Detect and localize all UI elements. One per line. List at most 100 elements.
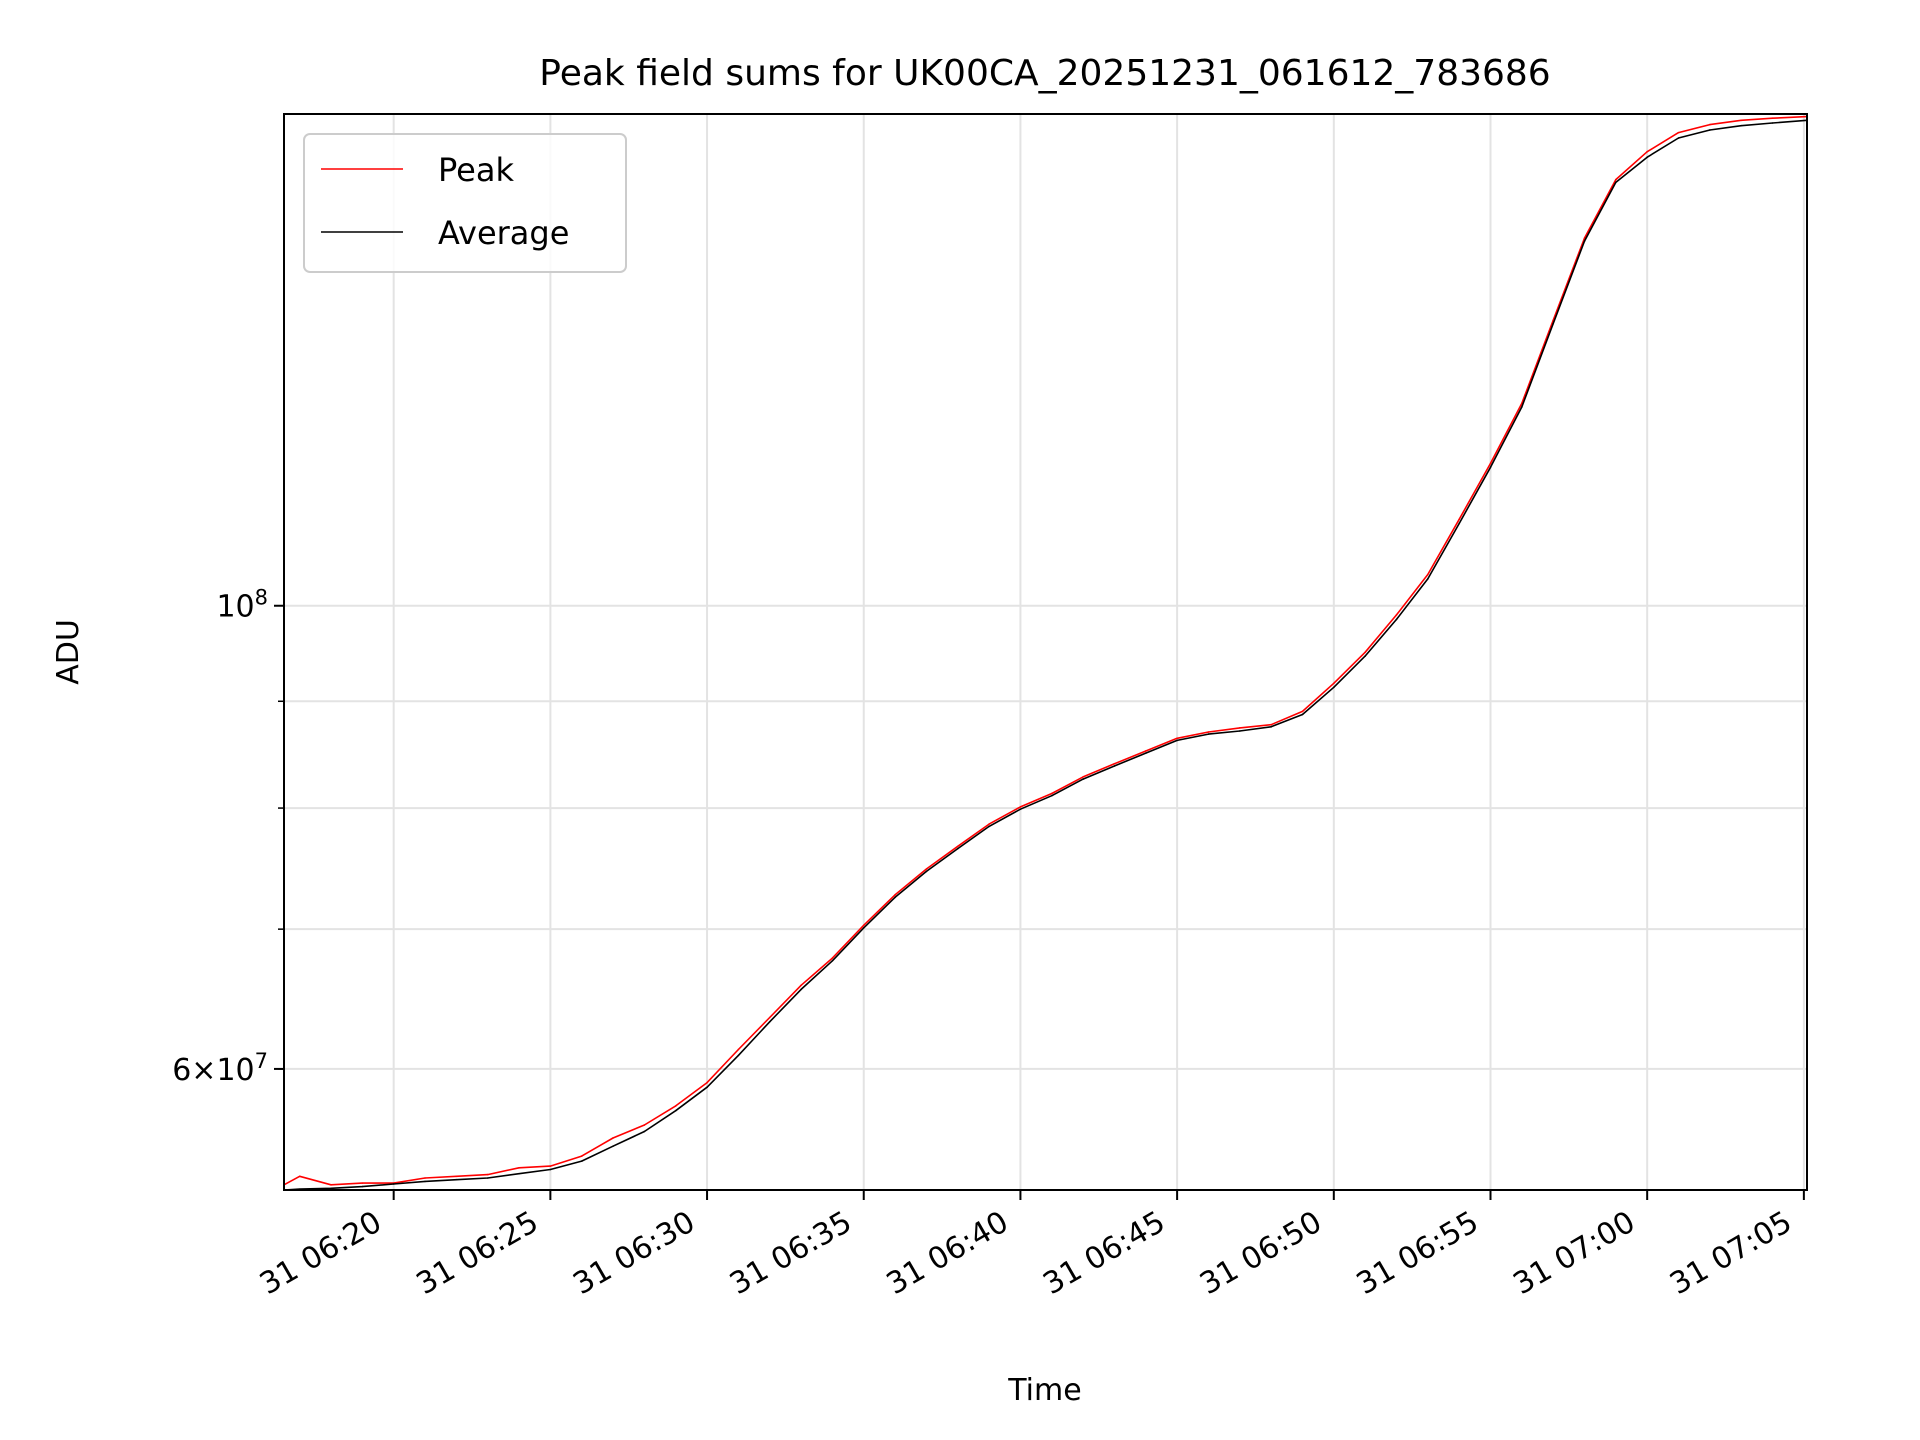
gridlines	[284, 114, 1807, 1190]
data-point-peak	[1740, 119, 1742, 122]
data-point-peak	[1113, 763, 1116, 765]
data-point-peak	[831, 957, 834, 959]
data-point-peak	[1458, 518, 1460, 521]
legend-label-average: Average	[438, 214, 569, 252]
data-point-peak	[1176, 737, 1178, 740]
data-point-peak	[643, 1124, 646, 1126]
data-point-average	[1521, 406, 1523, 408]
data-point-peak	[330, 1184, 332, 1186]
y-tick-label-times: ×	[191, 1053, 216, 1088]
data-point-peak	[298, 1175, 301, 1178]
data-point-average	[1615, 181, 1617, 184]
data-point-peak	[549, 1165, 552, 1167]
data-point-peak	[1144, 750, 1147, 752]
data-point-average	[1301, 713, 1304, 716]
data-point-average	[1238, 730, 1241, 732]
data-point-average	[1552, 322, 1554, 325]
data-point-average	[1019, 808, 1022, 811]
data-point-average	[455, 1178, 458, 1181]
data-point-average	[956, 847, 959, 850]
data-point-average	[1333, 686, 1335, 689]
y-tick-label: 6×107	[172, 1049, 268, 1088]
data-point-average	[643, 1130, 646, 1133]
data-point-peak	[862, 924, 865, 927]
data-point-average	[1144, 752, 1147, 754]
data-point-peak	[674, 1105, 677, 1107]
series-line-peak	[283, 115, 1808, 1186]
data-point-peak	[737, 1048, 740, 1051]
data-point-peak	[1771, 117, 1774, 120]
data-point-average	[800, 988, 802, 991]
data-point-average	[1677, 137, 1680, 139]
data-point-average	[862, 927, 865, 929]
x-axis-label: Time	[1007, 1373, 1081, 1408]
data-point-peak	[1395, 614, 1398, 616]
data-point-average	[1489, 466, 1492, 469]
data-point-average	[361, 1185, 364, 1188]
y-tick-label-exp: 8	[255, 586, 268, 610]
y-tick-label-base: 10	[216, 1053, 254, 1088]
series-line-average	[283, 119, 1808, 1191]
data-point-peak	[580, 1155, 583, 1157]
data-point-peak	[925, 868, 928, 870]
data-point-peak	[956, 845, 959, 848]
data-point-peak	[361, 1182, 364, 1184]
data-point-peak	[1709, 123, 1711, 126]
data-point-peak	[1301, 710, 1304, 713]
y-tick-label-exp: 7	[255, 1049, 268, 1073]
data-point-average	[894, 896, 896, 899]
data-point-average	[1709, 129, 1711, 131]
data-point-average	[1771, 122, 1774, 124]
data-point-average	[392, 1183, 395, 1185]
data-point-peak	[486, 1173, 489, 1176]
data-point-average	[1050, 794, 1053, 797]
data-point-peak	[894, 894, 896, 896]
data-point-peak	[1489, 462, 1492, 465]
data-point-average	[1427, 578, 1429, 580]
data-point-average	[831, 959, 834, 962]
data-point-average	[925, 870, 928, 873]
legend-label-peak: Peak	[438, 151, 514, 189]
data-point-peak	[1019, 806, 1022, 808]
series-layer	[283, 115, 1808, 1191]
data-point-peak	[988, 823, 990, 825]
data-point-peak	[424, 1177, 426, 1179]
data-point-peak	[1677, 131, 1680, 134]
data-point-average	[1207, 733, 1210, 735]
data-point-average	[518, 1172, 520, 1175]
data-point-average	[486, 1177, 489, 1179]
data-point-peak	[1364, 651, 1366, 654]
data-point-peak	[768, 1016, 771, 1019]
data-point-average	[612, 1145, 614, 1147]
legend: Peak Average	[303, 133, 627, 273]
data-point-peak	[612, 1137, 614, 1139]
data-point-average	[580, 1160, 583, 1162]
data-point-peak	[1050, 792, 1053, 795]
data-point-peak	[1615, 178, 1617, 181]
data-point-average	[1583, 240, 1586, 242]
data-point-average	[424, 1180, 426, 1183]
data-point-peak	[518, 1167, 520, 1169]
data-point-peak	[1238, 727, 1241, 729]
data-point-average	[1176, 739, 1178, 742]
data-point-average	[1364, 655, 1366, 657]
data-point-peak	[1333, 682, 1335, 685]
data-point-average	[330, 1187, 332, 1190]
data-point-average	[706, 1086, 708, 1089]
data-point-average	[737, 1054, 740, 1057]
data-point-average	[674, 1109, 677, 1112]
data-point-average	[1395, 618, 1398, 621]
data-point-average	[988, 825, 990, 828]
data-point-average	[1740, 124, 1742, 127]
data-point-peak	[455, 1175, 458, 1178]
y-tick-label-mantissa: 6	[172, 1053, 191, 1088]
data-point-average	[549, 1168, 552, 1171]
y-tick-label-base: 10	[216, 590, 254, 625]
y-tick-label: 108	[216, 586, 268, 625]
data-point-average	[1458, 522, 1460, 525]
data-point-average	[1270, 726, 1272, 728]
data-point-peak	[800, 984, 802, 987]
data-point-average	[1646, 156, 1648, 158]
